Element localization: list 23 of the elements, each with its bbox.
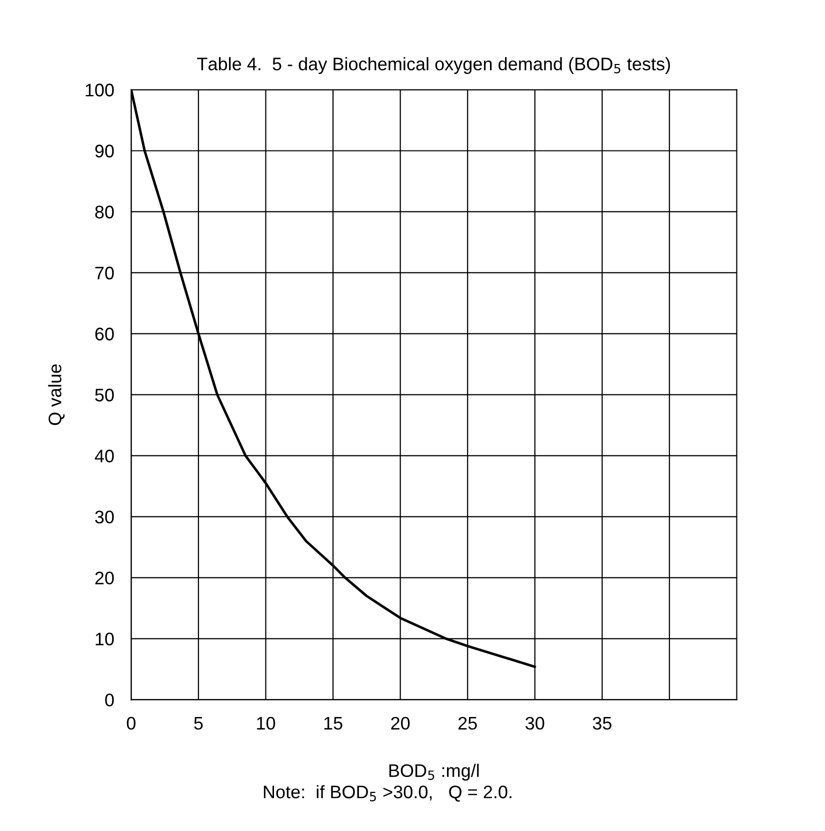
x-tick-label: 35 [592,716,612,730]
y-tick-label: 0 [105,694,114,706]
x-tick-label: 15 [324,717,342,730]
y-tick-label: 50 [95,388,114,402]
y-tick-label: 10 [96,632,114,646]
y-tick-label: 100 [86,84,114,96]
y-tick-label: 60 [95,328,114,340]
y-axis-title: Q value [48,364,65,425]
chart-title: Table 4. 5 - day Biochemical oxygen demand (BOD$_{5}$ tests) [197,57,670,74]
text: Note: if BOD$_{5}$ >30.0, Q = 2.0. [264,785,512,802]
x-tick-label: 0 [126,716,136,730]
y-tick-label: 30 [95,510,114,524]
y-tick-label: 70 [95,266,114,280]
y-tick-label: 80 [95,206,114,218]
x-tick-label: 30 [526,716,544,730]
x-tick-label: 25 [458,716,477,730]
x-tick-label: 5 [194,717,203,730]
y-tick-label: 20 [95,572,114,584]
y-tick-label: 40 [94,450,114,462]
y-tick-label: 90 [95,144,114,158]
x-tick-label: 20 [391,716,410,730]
x-axis-title: BOD$_{5}$ :mg/l [389,764,479,781]
x-tick-label: 10 [257,716,276,730]
